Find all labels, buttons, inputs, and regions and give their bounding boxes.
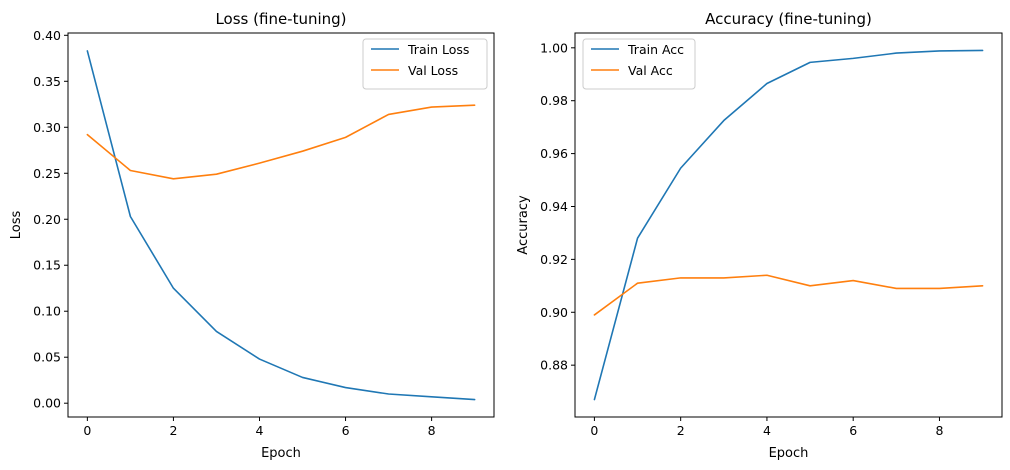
chart1-y-tick-label: 0.88 [540, 358, 568, 373]
chart1-x-tick-label: 2 [677, 423, 685, 438]
chart1-x-tick-label: 0 [590, 423, 598, 438]
chart1: Accuracy (fine-tuning) 0 2 4 6 8 0.88 0.90 0.92 0… [516, 10, 1003, 461]
chart0-legend-entry: Train Loss [407, 42, 469, 57]
chart1-legend-entry: Val Acc [628, 63, 673, 78]
chart1-y-tick-label: 1.00 [540, 40, 568, 55]
chart1-y-tick-label: 0.96 [540, 146, 568, 161]
chart0-y-tick-label: 0.15 [33, 258, 61, 273]
chart0-title: Loss (fine-tuning) [215, 10, 346, 28]
chart1-series-val-acc-line [593, 274, 984, 316]
chart1-series-train-acc-line [593, 49, 984, 401]
chart0-series-val-loss-line [86, 104, 476, 180]
chart1-y-tick-label: 0.98 [540, 93, 568, 108]
chart0-y-tick-label: 0.35 [33, 74, 61, 89]
chart1-y-tick-label: 0.94 [540, 199, 568, 214]
chart1-legend-box [582, 38, 696, 90]
chart0-x-axis-label: Epoch [261, 446, 301, 461]
chart0-x-tick-label: 6 [342, 423, 350, 438]
chart0-x-tick-label: 0 [83, 423, 91, 438]
chart0-x-tick-label: 8 [428, 423, 436, 438]
chart0-y-tick-label: 0.05 [33, 350, 61, 365]
chart0-x-tick-label: 2 [169, 423, 177, 438]
chart1-y-axis-label: Accuracy [516, 195, 531, 255]
chart0-y-tick-label: 0.40 [33, 28, 61, 43]
chart0-y-tick-label: 0.30 [33, 120, 61, 135]
chart0-legend: Train Loss Val Loss [362, 38, 488, 90]
chart1-x-axis-label: Epoch [769, 446, 809, 461]
chart1-title: Accuracy (fine-tuning) [705, 10, 872, 28]
chart1-y-tick-label: 0.90 [540, 305, 568, 320]
chart1-y-tick-label: 0.92 [540, 252, 568, 267]
chart0-y-axis-label: Loss [9, 211, 24, 240]
chart0-legend-box [362, 38, 488, 90]
chart0: Loss (fine-tuning) 0 2 4 6 8 0.00 0.05 0.10 0.15 0… [9, 10, 495, 461]
chart0-legend-entry: Val Loss [408, 63, 458, 78]
chart0-series-train-loss-line [86, 50, 476, 401]
chart0-x-tick-label: 4 [256, 423, 264, 438]
chart1-x-tick-label: 8 [935, 423, 943, 438]
chart1-legend-entry: Train Acc [627, 42, 684, 57]
chart0-y-tick-label: 0.25 [33, 166, 61, 181]
chart1-x-tick-label: 6 [849, 423, 857, 438]
chart0-plot-frame [67, 32, 495, 418]
chart0-y-tick-label: 0.10 [33, 304, 61, 319]
chart1-x-tick-label: 4 [763, 423, 771, 438]
chart1-legend: Train Acc Val Acc [582, 38, 696, 90]
chart0-y-tick-label: 0.20 [33, 212, 61, 227]
chart0-y-tick-label: 0.00 [33, 396, 61, 411]
chart1-plot-frame [574, 32, 1003, 418]
